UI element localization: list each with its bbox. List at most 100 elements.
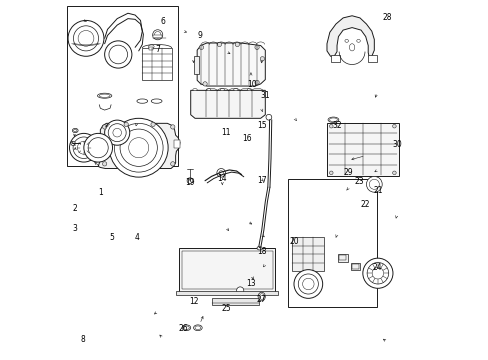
Text: 26: 26 — [178, 324, 187, 333]
Circle shape — [104, 120, 129, 145]
Text: 14: 14 — [217, 174, 226, 183]
Circle shape — [260, 57, 264, 61]
Circle shape — [236, 287, 244, 294]
Text: 27: 27 — [256, 294, 266, 303]
Circle shape — [124, 122, 128, 127]
Text: 23: 23 — [354, 177, 364, 186]
Bar — [339, 255, 346, 260]
Circle shape — [219, 171, 223, 175]
Circle shape — [366, 262, 388, 284]
Circle shape — [254, 45, 259, 49]
Circle shape — [83, 134, 112, 162]
Bar — [67, 6, 178, 166]
Bar — [182, 251, 272, 289]
Circle shape — [217, 42, 221, 46]
Text: 9: 9 — [197, 31, 202, 40]
Circle shape — [371, 267, 383, 279]
Bar — [287, 179, 376, 307]
Bar — [193, 56, 199, 74]
Circle shape — [109, 118, 168, 177]
Ellipse shape — [193, 325, 202, 330]
Circle shape — [78, 31, 94, 46]
Text: 30: 30 — [391, 140, 401, 149]
Circle shape — [104, 41, 132, 68]
Text: 13: 13 — [245, 279, 255, 288]
Ellipse shape — [99, 94, 110, 97]
Ellipse shape — [259, 294, 264, 300]
Text: 2: 2 — [73, 204, 78, 213]
Circle shape — [187, 178, 192, 184]
Circle shape — [217, 168, 225, 177]
Bar — [179, 248, 275, 292]
Ellipse shape — [183, 326, 189, 329]
Ellipse shape — [192, 89, 197, 91]
Ellipse shape — [72, 129, 78, 133]
Circle shape — [368, 179, 379, 189]
Bar — [153, 35, 162, 39]
Circle shape — [68, 21, 104, 56]
Circle shape — [154, 32, 161, 38]
Circle shape — [254, 80, 259, 85]
Circle shape — [298, 274, 318, 294]
Bar — [352, 264, 359, 269]
Text: 7: 7 — [155, 45, 160, 54]
Ellipse shape — [151, 99, 162, 103]
Text: 6: 6 — [160, 17, 165, 26]
Text: 20: 20 — [289, 237, 299, 246]
Ellipse shape — [344, 40, 348, 42]
Circle shape — [392, 171, 395, 175]
Text: 8: 8 — [81, 335, 85, 344]
Circle shape — [329, 125, 332, 128]
Bar — [174, 140, 180, 148]
Polygon shape — [98, 123, 180, 168]
Circle shape — [329, 171, 332, 175]
Text: 17: 17 — [256, 176, 266, 185]
Bar — [149, 46, 153, 50]
Polygon shape — [190, 90, 265, 118]
Bar — [175, 291, 277, 295]
Text: 32: 32 — [331, 121, 341, 130]
Text: 16: 16 — [242, 134, 252, 143]
Circle shape — [102, 125, 106, 129]
Bar — [98, 140, 104, 148]
Text: 29: 29 — [343, 168, 353, 177]
Bar — [142, 48, 171, 80]
Bar — [291, 237, 324, 271]
Ellipse shape — [247, 89, 251, 91]
Ellipse shape — [74, 129, 77, 132]
Text: 10: 10 — [246, 81, 256, 90]
Text: 24: 24 — [372, 264, 381, 273]
Text: 4: 4 — [134, 233, 139, 242]
Text: 5: 5 — [109, 233, 114, 242]
Circle shape — [108, 124, 126, 141]
Circle shape — [109, 45, 127, 64]
Circle shape — [71, 141, 75, 145]
Bar — [337, 254, 347, 262]
Text: 18: 18 — [256, 247, 266, 256]
Ellipse shape — [220, 89, 224, 91]
Text: 22: 22 — [360, 200, 370, 209]
Circle shape — [302, 278, 313, 290]
Ellipse shape — [148, 45, 154, 48]
Circle shape — [362, 258, 392, 288]
Circle shape — [77, 141, 90, 154]
Ellipse shape — [258, 292, 265, 301]
Circle shape — [120, 129, 157, 166]
Bar — [367, 55, 376, 62]
Ellipse shape — [137, 99, 147, 103]
Circle shape — [69, 134, 98, 162]
Bar — [351, 263, 360, 270]
Ellipse shape — [356, 40, 360, 42]
Text: 25: 25 — [221, 304, 230, 313]
Circle shape — [114, 123, 163, 172]
Text: 3: 3 — [73, 224, 78, 233]
Ellipse shape — [349, 44, 354, 51]
Circle shape — [73, 137, 94, 158]
Ellipse shape — [182, 325, 190, 330]
Circle shape — [102, 162, 106, 166]
Text: 19: 19 — [185, 178, 194, 187]
Bar — [212, 298, 258, 305]
Circle shape — [151, 122, 155, 127]
Circle shape — [265, 114, 271, 120]
Bar — [326, 123, 398, 176]
